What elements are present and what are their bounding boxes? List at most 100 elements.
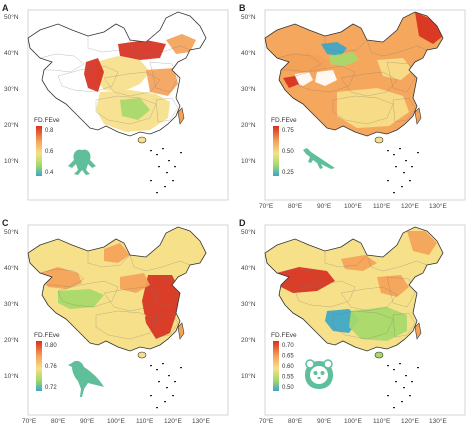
lon-tick-label: 120°E (401, 202, 419, 210)
province-border (155, 97, 179, 123)
value-patch (146, 68, 178, 96)
lat-tick-label: 50°N (241, 13, 256, 21)
legend-tick-label: 0.60 (282, 364, 294, 370)
province-border (332, 310, 394, 340)
province-border (39, 53, 85, 73)
legend-title: FD.FEve (34, 332, 60, 339)
lat-tick-label: 50°N (4, 13, 19, 21)
legend-colorbar (273, 126, 279, 176)
lon-tick-label: 90°E (317, 417, 332, 425)
panda-icon (305, 359, 333, 389)
legend: FD.FEve 0.80 0.76 0.72 (34, 332, 60, 391)
map-frame (27, 9, 229, 201)
distribution-layer (265, 12, 443, 136)
hainan-island (137, 136, 147, 144)
legend: FD.FEve 0.70 0.65 0.60 0.55 0.50 (271, 332, 297, 391)
lon-tick-label: 110°E (136, 417, 154, 425)
value-patch (96, 56, 150, 92)
map-svg: A50°N 40°N 30°N 20°N 10°N FD.FEve 0.8 0.6 0.4 (2, 3, 229, 201)
lat-tick-label: 30°N (4, 85, 19, 93)
province-border (149, 61, 179, 93)
distribution-layer (265, 227, 443, 351)
value-patch (315, 70, 337, 86)
province-border (294, 65, 356, 93)
lon-tick-label: 90°E (317, 202, 332, 210)
value-patch (407, 231, 437, 255)
value-patch (58, 289, 104, 309)
value-patch (84, 58, 104, 92)
legend-tick-label: 0.80 (45, 343, 57, 349)
province-border (57, 280, 119, 308)
province-border (332, 95, 394, 125)
map-frame (27, 224, 229, 416)
lat-tick-label: 30°N (241, 85, 256, 93)
panel-label: B (239, 3, 246, 13)
legend-tick-label: 0.6 (45, 149, 54, 155)
china-outline (27, 11, 207, 137)
taiwan-island (414, 322, 422, 340)
distribution-layer (39, 12, 206, 132)
lat-tick-label: 30°N (241, 300, 256, 308)
taiwan-island (177, 107, 185, 125)
panel-label: A (2, 3, 9, 13)
china-outline (27, 226, 207, 352)
province-border (103, 71, 161, 97)
bird-icon (68, 360, 104, 397)
province-border (276, 268, 322, 288)
hainan-island (137, 351, 147, 359)
map-panel-a: A 50°N 40°N 30°N 20°N 10°N FD.FEve 0.8 0.6 0.4 (0, 0, 237, 215)
province-border (294, 280, 356, 308)
lon-tick-label: 80°E (288, 202, 303, 210)
lon-tick-label: 100°E (344, 417, 362, 425)
lon-tick-label: 120°E (164, 417, 182, 425)
value-patch (277, 52, 333, 72)
lat-tick-label: 10°N (241, 372, 256, 380)
value-patch (295, 72, 313, 86)
map-svg: C50°N 40°N 30°N 20°N 10°N 70°E 80°E 90°E 100°E 11… (2, 218, 229, 425)
province-border (103, 286, 161, 312)
lon-tick-label: 130°E (429, 202, 447, 210)
value-patch (377, 275, 409, 297)
legend-title: FD.FEve (34, 117, 60, 124)
map-panel-c: C 50°N 40°N 30°N 20°N 10°N 70°E 80°E 90°E 100°E 11… (0, 215, 237, 430)
legend: FD.FEve 0.8 0.6 0.4 (34, 117, 60, 176)
panel-label: D (239, 218, 246, 228)
frog-icon (68, 149, 96, 175)
taiwan-island (414, 107, 422, 125)
lat-tick-label: 50°N (4, 228, 19, 236)
lizard-icon (303, 148, 335, 169)
value-patch (415, 12, 443, 44)
map-svg: D50°N 40°N 30°N 20°N 10°N 70°E 80°E 90°E 100°E 11… (239, 218, 466, 425)
province-border (386, 61, 416, 93)
lon-tick-label: 120°E (401, 417, 419, 425)
legend-tick-label: 0.8 (45, 128, 54, 134)
province-border (95, 95, 157, 125)
lat-tick-label: 20°N (241, 121, 256, 129)
distribution-layer (28, 227, 206, 351)
lat-tick-label: 40°N (241, 49, 256, 57)
province-border (155, 312, 179, 338)
province-border (39, 268, 85, 288)
value-patch (166, 34, 196, 54)
legend-tick-label: 0.50 (282, 149, 294, 155)
lon-tick-label: 90°E (80, 417, 95, 425)
province-border (95, 310, 157, 340)
legend-title: FD.FEve (271, 117, 297, 124)
province-border (392, 97, 416, 123)
value-patch (277, 267, 335, 293)
value-patch (118, 40, 166, 60)
legend-tick-label: 0.4 (45, 170, 54, 176)
lat-tick-label: 10°N (4, 372, 19, 380)
province-border (340, 71, 398, 97)
south-sea-islands (150, 363, 182, 409)
lat-tick-label: 10°N (241, 157, 256, 165)
taiwan-island (177, 322, 185, 340)
province-border (340, 286, 398, 312)
lon-tick-label: 70°E (22, 417, 37, 425)
lon-tick-label: 130°E (429, 417, 447, 425)
hainan-island (374, 136, 384, 144)
province-border (276, 53, 322, 73)
legend-title: FD.FEve (271, 332, 297, 339)
legend-tick-label: 0.65 (282, 354, 294, 360)
lon-tick-label: 80°E (288, 417, 303, 425)
